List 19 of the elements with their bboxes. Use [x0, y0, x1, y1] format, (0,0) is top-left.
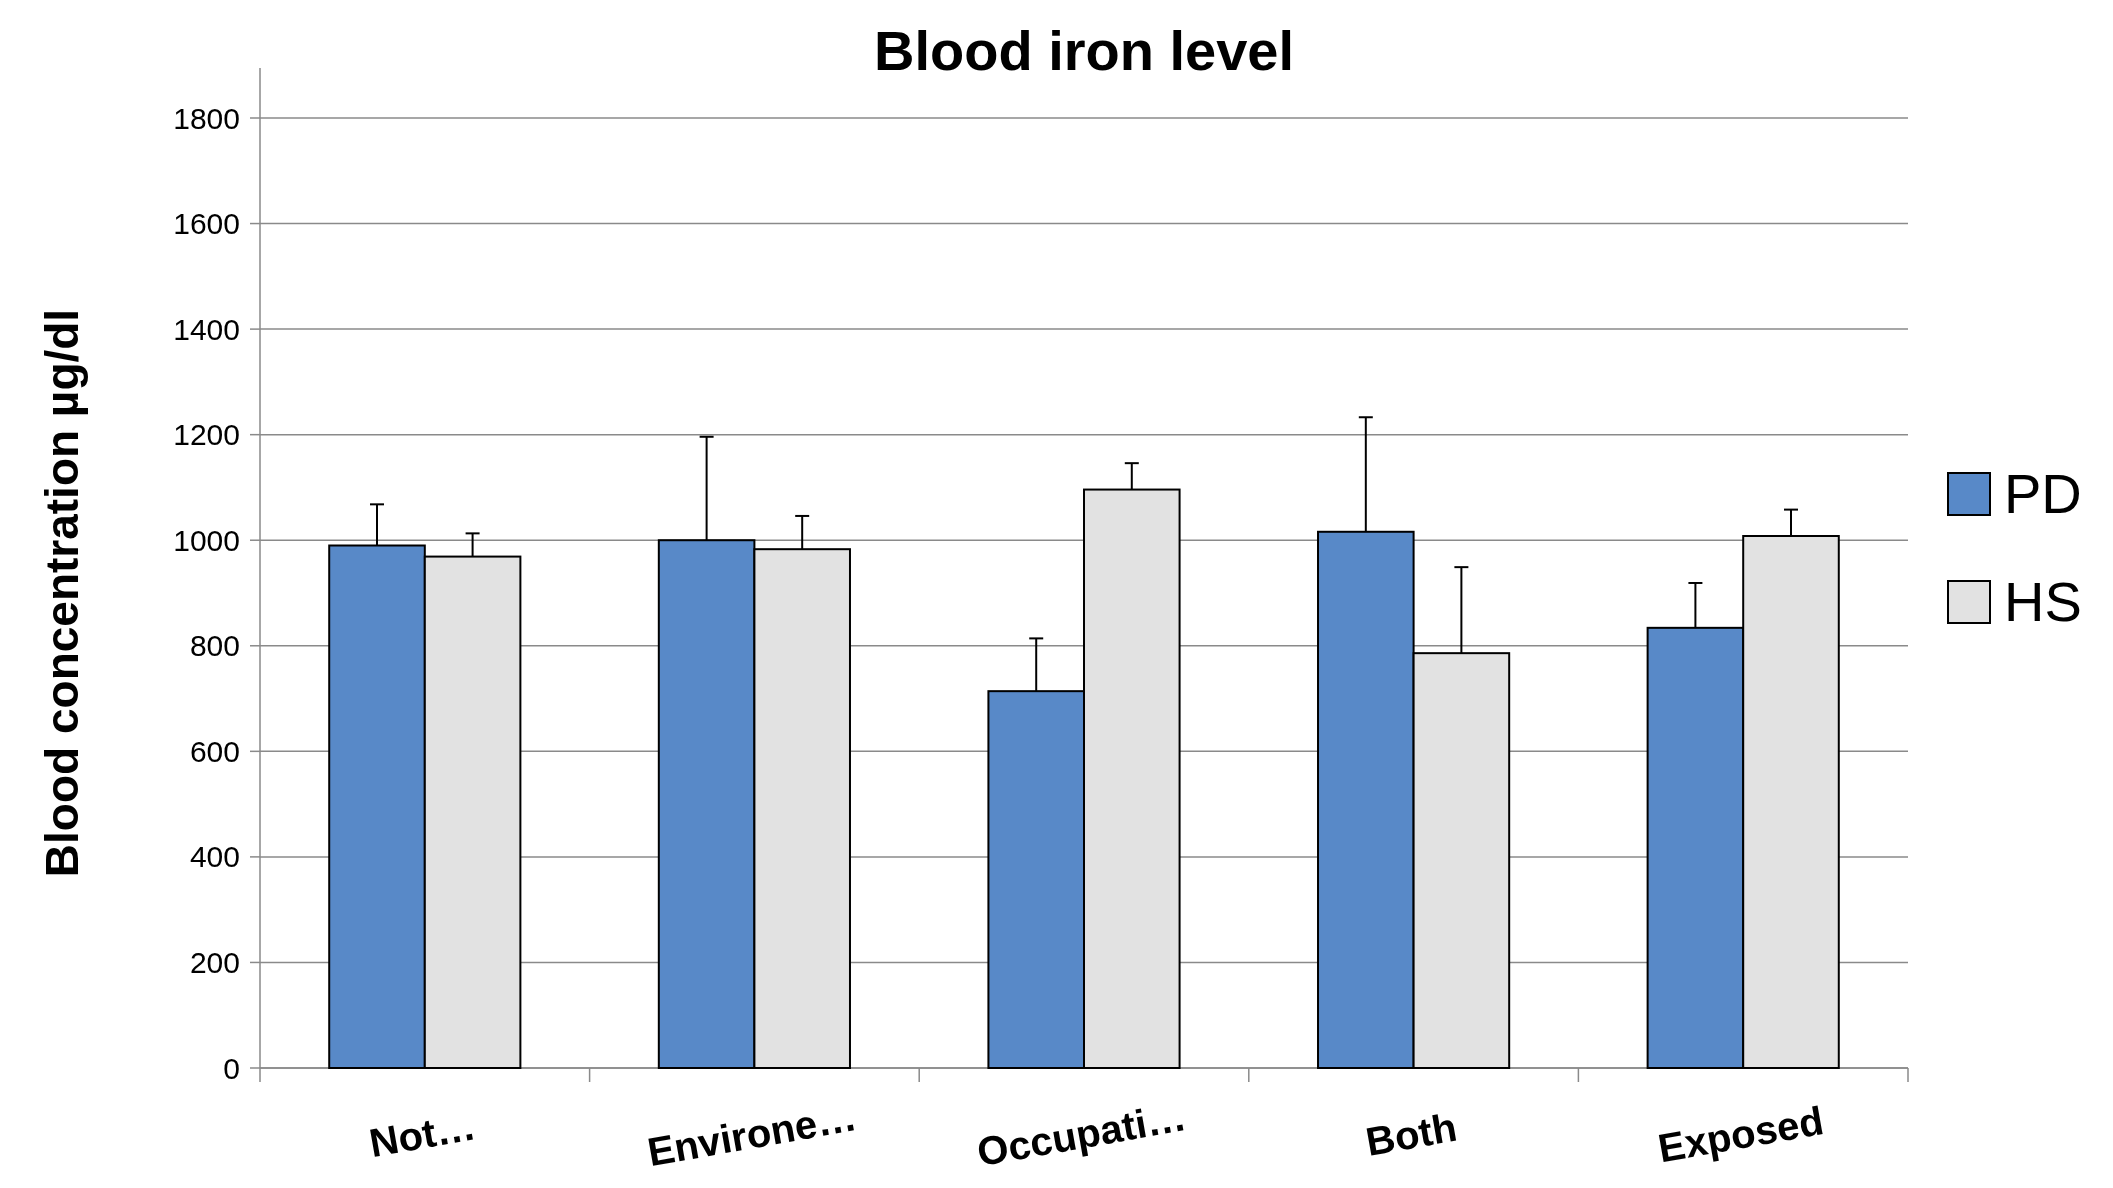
y-axis-title: Blood concentration µg/dl: [36, 308, 88, 878]
y-tick-label: 200: [189, 945, 240, 979]
y-tick-label: 0: [223, 1051, 240, 1085]
chart-title: Blood iron level: [873, 19, 1295, 82]
x-tick-label: Occupati…: [973, 1094, 1190, 1175]
x-tick-label: Environe…: [644, 1094, 860, 1175]
x-tick-label: Exposed: [1654, 1098, 1827, 1171]
y-tick-label: 400: [189, 840, 240, 874]
x-tick-label: Both: [1362, 1104, 1460, 1164]
legend-label: PD: [2004, 461, 2082, 525]
y-tick-label: 1000: [173, 523, 240, 557]
y-tick-label: 1800: [173, 101, 240, 135]
y-tick-label: 800: [189, 629, 240, 663]
x-tick-label: Not…: [366, 1103, 479, 1166]
legend-label: HS: [2004, 569, 2082, 633]
y-tick-label: 600: [189, 734, 240, 768]
y-tick-label: 1400: [173, 312, 240, 346]
y-tick-label: 1600: [173, 207, 240, 241]
y-tick-label: 1200: [173, 418, 240, 452]
